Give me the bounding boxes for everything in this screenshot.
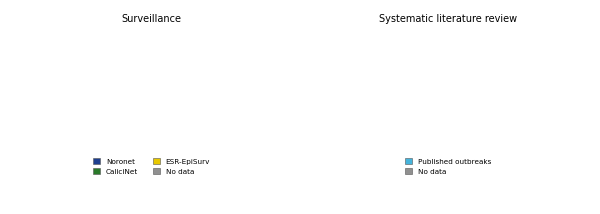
Title: Systematic literature review: Systematic literature review (379, 13, 518, 24)
Title: Surveillance: Surveillance (122, 13, 182, 24)
Legend: Published outbreaks, No data: Published outbreaks, No data (403, 155, 494, 177)
Legend: Noronet, CaliciNet, ESR-EpiSurv, No data: Noronet, CaliciNet, ESR-EpiSurv, No data (90, 155, 213, 177)
